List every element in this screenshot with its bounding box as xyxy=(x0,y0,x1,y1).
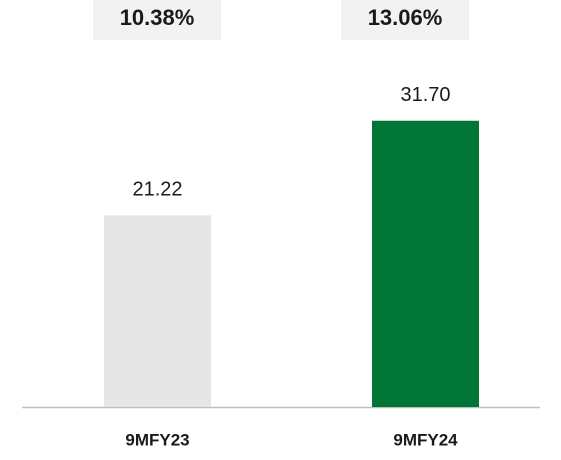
annotation-box xyxy=(341,0,469,40)
annotation: 10.38% xyxy=(120,5,195,30)
category-label: 9MFY24 xyxy=(393,430,458,449)
annotation-box xyxy=(93,0,221,40)
annotation: 13.06% xyxy=(368,5,443,30)
category-label: 9MFY23 xyxy=(125,430,189,449)
bar xyxy=(372,120,479,408)
bar xyxy=(104,215,211,407)
value-label: 31.70 xyxy=(400,84,450,106)
value-label: 21.22 xyxy=(132,179,182,201)
